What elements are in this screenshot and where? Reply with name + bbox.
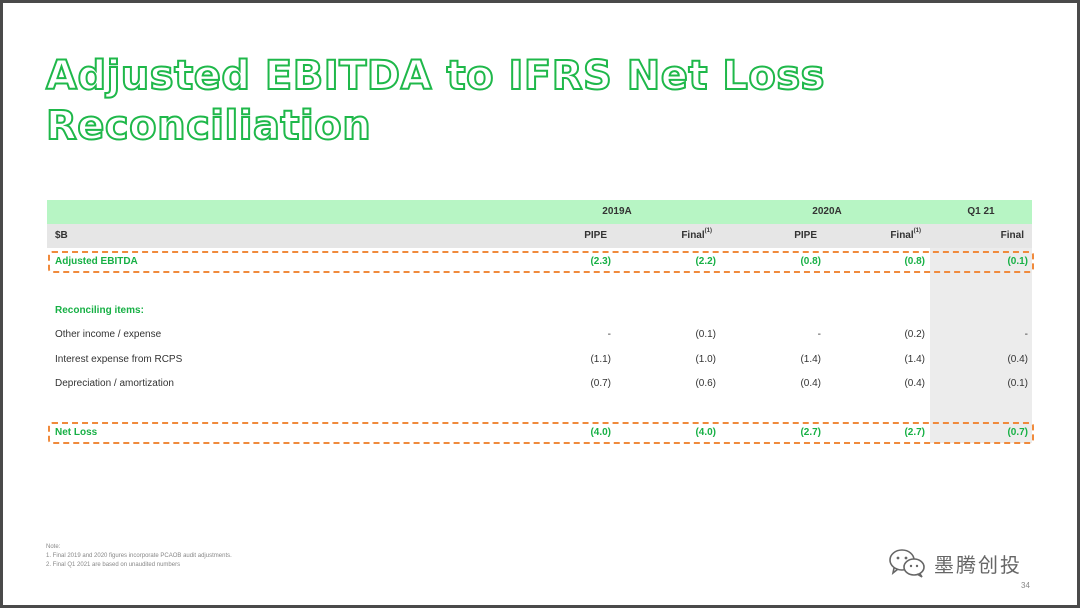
value-cell: (2.7) — [800, 427, 821, 438]
value-cell: (1.0) — [695, 354, 716, 365]
year-header-q1-21: Q1 21 — [967, 206, 995, 217]
value-cell: (4.0) — [695, 427, 716, 438]
note-line-1: 1. Final 2019 and 2020 figures incorpora… — [46, 553, 232, 559]
value-cell: (4.0) — [590, 427, 611, 438]
col-header-2019-pipe: PIPE — [584, 230, 607, 241]
note-line-2: 2. Final Q1 2021 are based on unaudited … — [46, 562, 181, 568]
value-cell: (2.2) — [695, 256, 716, 267]
value-cell: (0.7) — [590, 378, 611, 389]
reconciling-items-header: Reconciling items: — [47, 299, 1032, 323]
year-header-2020: 2020A — [812, 206, 842, 217]
table-row: Other income / expense - (0.1) - (0.2) - — [47, 323, 1032, 347]
table-row-net-loss: Net Loss (4.0) (4.0) (2.7) (2.7) (0.7) — [47, 421, 1032, 445]
value-cell: (2.3) — [590, 256, 611, 267]
page-number: 34 — [1021, 581, 1030, 590]
row-label: Depreciation / amortization — [55, 378, 174, 389]
watermark: 墨腾创投 — [888, 546, 1022, 580]
page-title: Adjusted EBITDA to IFRS Net Loss Reconci… — [45, 51, 846, 151]
row-label: Adjusted EBITDA — [55, 256, 138, 267]
title-line-1: Adjusted EBITDA to IFRS Net Loss — [45, 52, 825, 100]
q1-column-shade — [930, 248, 1032, 443]
value-cell: (0.4) — [800, 378, 821, 389]
column-header-row: $B PIPE Final(1) PIPE Final(1) Final — [47, 224, 1032, 248]
unit-label: $B — [55, 230, 68, 241]
value-cell: (0.4) — [904, 378, 925, 389]
footnotes: Note: 1. Final 2019 and 2020 figures inc… — [46, 543, 232, 570]
value-cell: (1.4) — [904, 354, 925, 365]
row-label: Net Loss — [55, 427, 98, 438]
wechat-icon — [889, 549, 925, 578]
value-cell: - — [817, 329, 821, 340]
col-header-2020-final: Final(1) — [890, 228, 921, 241]
value-cell: (0.4) — [1007, 354, 1028, 365]
footnote-mark: (1) — [913, 228, 921, 234]
title-line-2: Reconciliation — [45, 102, 372, 150]
col-header-2020-pipe: PIPE — [794, 230, 817, 241]
value-cell: - — [1024, 329, 1028, 340]
value-cell: (0.7) — [1007, 427, 1028, 438]
value-cell: (0.8) — [800, 256, 821, 267]
value-cell: (0.2) — [904, 329, 925, 340]
highlight-box-adjusted-ebitda — [48, 251, 1034, 273]
watermark-text: 墨腾创投 — [934, 552, 1022, 577]
footnote-mark: (1) — [704, 228, 712, 234]
row-label: Interest expense from RCPS — [55, 354, 183, 365]
notes-heading: Note: — [46, 544, 61, 550]
table-row: Interest expense from RCPS (1.1) (1.0) (… — [47, 348, 1032, 372]
value-cell: (0.1) — [1007, 256, 1028, 267]
value-cell: (1.4) — [800, 354, 821, 365]
section-heading: Reconciling items: — [55, 305, 144, 316]
slide: Adjusted EBITDA to IFRS Net Loss Reconci… — [3, 3, 1077, 605]
highlight-box-net-loss — [48, 422, 1034, 444]
table-row-adjusted-ebitda: Adjusted EBITDA (2.3) (2.2) (0.8) (0.8) … — [47, 250, 1032, 274]
col-header-q1-final: Final — [1000, 230, 1024, 241]
value-cell: (2.7) — [904, 427, 925, 438]
value-cell: (0.8) — [904, 256, 925, 267]
row-label: Other income / expense — [55, 329, 162, 340]
value-cell: (0.1) — [695, 329, 716, 340]
value-cell: (0.6) — [695, 378, 716, 389]
year-header-2019: 2019A — [602, 206, 632, 217]
value-cell: (0.1) — [1007, 378, 1028, 389]
table-row: Depreciation / amortization (0.7) (0.6) … — [47, 372, 1032, 396]
value-cell: (1.1) — [590, 354, 611, 365]
year-header-row: 2019A 2020A Q1 21 — [47, 200, 1032, 224]
value-cell: - — [607, 329, 611, 340]
col-header-2019-final: Final(1) — [681, 228, 712, 241]
